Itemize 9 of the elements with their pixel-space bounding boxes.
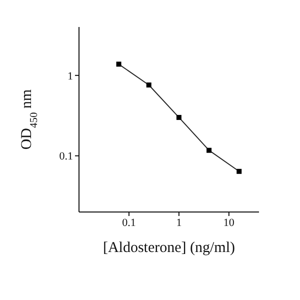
point (206, 148, 212, 153)
point (146, 82, 152, 88)
point (176, 114, 182, 120)
x-tick-label: 10 (223, 216, 235, 229)
point (236, 168, 242, 174)
x-tick-label: 1 (176, 216, 182, 229)
point (116, 62, 122, 67)
x-axis-title: [Aldosterone] (ng/ml) (102, 240, 236, 256)
x-tick-label: 0.1 (122, 216, 136, 229)
